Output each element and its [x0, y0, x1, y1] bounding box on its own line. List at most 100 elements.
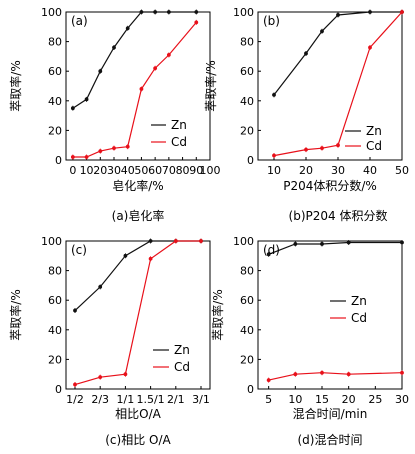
legend-zn-label: Zn [366, 124, 382, 138]
legend-cd-label: Cd [351, 311, 367, 325]
data-point-zn [125, 26, 130, 31]
data-point-cd [272, 153, 276, 158]
legend-zn-label: Zn [171, 118, 187, 132]
panel-b-plot-frame [257, 11, 403, 161]
x-tick-label: 1/2 [66, 393, 84, 406]
data-point-zn [139, 10, 144, 14]
data-point-cd [139, 87, 144, 91]
data-point-cd [112, 146, 116, 151]
panel-c-series [73, 238, 203, 388]
data-point-cd [368, 45, 372, 50]
panel-d-y-label: 萃取率/% [210, 289, 225, 340]
series-line-zn [72, 11, 197, 109]
y-tick-label: 60 [240, 294, 254, 307]
panel-a-series [70, 9, 199, 160]
data-point-zn [73, 308, 77, 313]
panel-a-y-label: 萃取率/% [8, 60, 23, 111]
data-point-cd [293, 372, 298, 377]
data-point-zn [166, 10, 171, 14]
x-tick-label: 0 [69, 164, 76, 177]
panel-a-caption: (a)皂化率 [112, 208, 165, 223]
y-tick-label: 60 [240, 65, 254, 78]
y-tick-label: 20 [240, 124, 254, 137]
x-tick-label: 3/1 [192, 393, 210, 406]
y-tick-label: 100 [233, 235, 254, 248]
data-point-zn [400, 240, 404, 245]
data-point-cd [73, 382, 77, 387]
panel-c-caption: (c)相比 O/A [105, 433, 171, 447]
panel-b: 0 20 40 60 80 100 10 20 30 40 50 (b) 萃取率/% P204体积… [203, 6, 409, 223]
data-point-zn [153, 10, 158, 14]
data-point-cd [98, 375, 103, 380]
panel-b-x-ticks: 10 20 30 40 50 [267, 157, 409, 177]
x-tick-label: 70 [162, 164, 176, 177]
y-tick-label: 80 [240, 36, 254, 49]
panel-c-tag: (c) [71, 243, 87, 257]
data-point-cd [320, 146, 324, 151]
y-tick-label: 60 [48, 294, 62, 307]
x-tick-label: 100 [200, 164, 221, 177]
panel-b-series [272, 9, 404, 159]
x-tick-label: 2/3 [91, 393, 109, 406]
panel-c: 0 20 40 60 80 100 1/2 2/3 1/1 1.5/1 2/1 3/1 (c) 萃取… [8, 235, 211, 447]
data-point-zn [194, 10, 199, 14]
x-tick-label: 90 [189, 164, 203, 177]
legend-zn-label: Zn [174, 343, 190, 357]
y-tick-label: 0 [247, 154, 254, 167]
x-tick-label: 80 [176, 164, 190, 177]
panel-c-x-ticks: 1/2 2/3 1/1 1.5/1 2/1 3/1 [66, 386, 210, 406]
x-tick-label: 30 [107, 164, 121, 177]
y-tick-label: 40 [240, 324, 254, 337]
panel-d-plot-frame [257, 240, 403, 390]
x-tick-label: 40 [363, 164, 377, 177]
panel-c-y-ticks: 0 20 40 60 80 100 [41, 235, 69, 396]
data-point-cd [84, 155, 89, 159]
data-point-zn [346, 240, 351, 245]
data-point-cd [304, 147, 308, 152]
data-point-cd [70, 155, 75, 159]
data-point-cd [123, 372, 128, 377]
data-point-cd [98, 149, 103, 154]
y-tick-label: 20 [48, 124, 62, 137]
y-tick-label: 0 [247, 383, 254, 396]
data-point-zn [148, 239, 153, 243]
x-tick-label: 1.5/1 [136, 393, 164, 406]
y-tick-label: 0 [55, 383, 62, 396]
x-tick-label: 30 [395, 393, 409, 406]
panel-b-legend: Zn Cd [345, 124, 382, 153]
data-point-zn [98, 69, 103, 74]
x-tick-label: 20 [299, 164, 313, 177]
panel-a-legend: Zn Cd [151, 118, 187, 149]
data-point-cd [346, 372, 351, 377]
x-tick-label: 10 [80, 164, 94, 177]
legend-cd-label: Cd [366, 139, 382, 153]
series-line-zn [268, 241, 402, 255]
data-point-cd [173, 239, 178, 243]
data-point-zn [336, 13, 340, 17]
panel-d-tag: (d) [263, 243, 280, 257]
data-point-zn [84, 97, 89, 102]
panel-d-y-ticks: 0 20 40 60 80 100 [233, 235, 261, 396]
panel-c-x-label: 相比O/A [115, 407, 161, 421]
data-point-zn [123, 253, 128, 258]
data-point-zn [368, 10, 372, 14]
data-point-cd [194, 20, 199, 25]
x-tick-label: 30 [331, 164, 345, 177]
data-point-cd [320, 370, 324, 375]
x-tick-label: 1/1 [117, 393, 135, 406]
y-tick-label: 80 [240, 265, 254, 278]
x-tick-label: 50 [134, 164, 148, 177]
panel-b-y-ticks: 0 20 40 60 80 100 [233, 6, 261, 167]
panel-d-series [266, 239, 404, 383]
data-point-zn [266, 252, 271, 257]
data-point-cd [199, 239, 203, 243]
data-point-zn [112, 45, 116, 50]
data-point-cd [166, 53, 171, 57]
data-point-cd [336, 143, 340, 148]
data-point-cd [400, 370, 404, 375]
panel-b-x-label: P204体积分数/% [283, 178, 377, 193]
panel-d-caption: (d)混合时间 [298, 432, 363, 447]
panel-a-tag: (a) [71, 14, 88, 28]
